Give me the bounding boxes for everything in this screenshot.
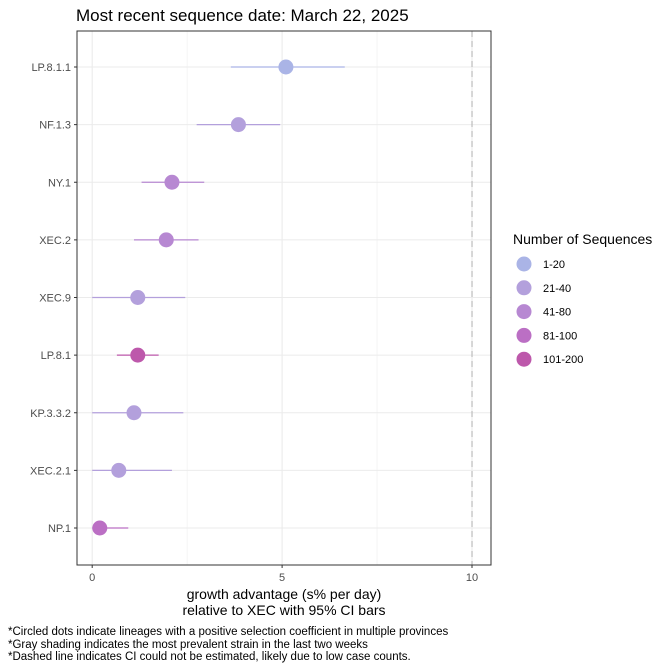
chart-title: Most recent sequence date: March 22, 202… — [76, 6, 409, 25]
footnote: *Circled dots indicate lineages with a p… — [8, 626, 449, 638]
legend-key — [516, 304, 532, 320]
legend-label: 81-100 — [543, 330, 577, 342]
x-tick-label: 10 — [466, 572, 478, 584]
data-point — [92, 520, 108, 536]
x-tick-label: 0 — [89, 572, 95, 584]
legend-key — [516, 327, 532, 343]
y-tick-label: NP.1 — [48, 523, 71, 535]
y-tick-label: LP.8.1 — [41, 350, 71, 362]
legend-label: 101-200 — [543, 354, 583, 366]
legend-key — [516, 351, 532, 367]
y-tick-label: LP.8.1.1 — [31, 62, 71, 74]
data-point — [111, 462, 127, 478]
y-tick-label: KP.3.3.2 — [30, 408, 71, 420]
legend-title: Number of Sequences — [513, 231, 652, 247]
data-point — [130, 290, 146, 305]
x-axis-title: growth advantage (s% per day) — [187, 586, 382, 602]
legend-label: 21-40 — [543, 283, 571, 295]
data-point — [230, 117, 246, 133]
data-point — [126, 405, 142, 421]
data-point — [278, 59, 294, 75]
plot-panel — [76, 30, 492, 566]
y-tick-label: XEC.9 — [39, 293, 71, 305]
x-axis-subtitle: relative to XEC with 95% CI bars — [182, 602, 385, 618]
data-point — [158, 232, 174, 248]
legend-key — [516, 280, 532, 296]
legend-label: 1-20 — [543, 259, 565, 271]
legend-key — [516, 256, 532, 272]
legend-label: 41-80 — [543, 307, 571, 319]
y-tick-label: NY.1 — [48, 177, 71, 189]
footnotes: *Circled dots indicate lineages with a p… — [8, 626, 448, 664]
data-point — [130, 347, 146, 363]
x-tick-label: 5 — [279, 572, 285, 584]
footnote: *Gray shading indicates the most prevale… — [8, 638, 368, 651]
footnote: *Dashed line indicates CI could not be e… — [8, 651, 411, 663]
y-axis-labels: LP.8.1.1 NF.1.3 NY.1 XEC.2 XEC.9 LP.8.1 KP.3.3… — [30, 62, 77, 535]
data-point — [164, 174, 180, 190]
y-tick-label: NF.1.3 — [39, 120, 71, 132]
y-tick-label: XEC.2 — [39, 235, 71, 247]
legend: Number of Sequences 1-20 21-40 41-80 81-100… — [513, 231, 652, 367]
x-axis-labels: 0 5 10 — [89, 565, 478, 584]
y-tick-label: XEC.2.1 — [30, 465, 71, 477]
